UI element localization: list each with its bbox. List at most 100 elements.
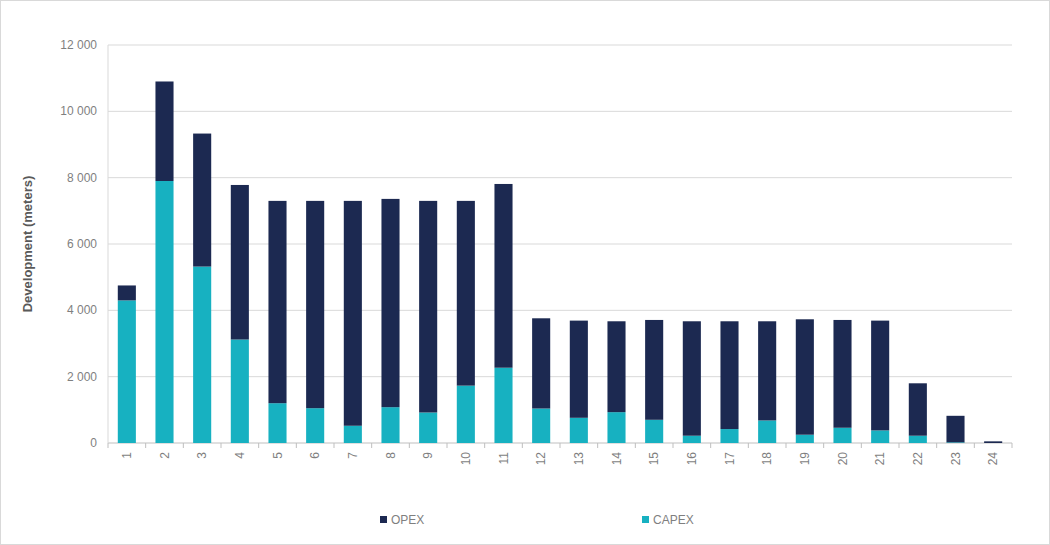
x-tick-label: 14: [610, 452, 624, 466]
y-tick-label: 10 000: [60, 104, 97, 118]
legend: OPEX CAPEX: [380, 513, 694, 527]
x-tick-label: 21: [873, 452, 887, 466]
x-tick: [560, 443, 561, 448]
bar-segment: [532, 318, 550, 408]
x-tick: [145, 443, 146, 448]
y-tick-label: 6 000: [67, 237, 97, 251]
y-tick-label: 0: [90, 436, 97, 450]
chart-border: [1, 1, 1050, 545]
bar-segment: [720, 429, 738, 443]
bar-segment: [607, 321, 625, 412]
x-tick: [861, 443, 862, 448]
bar-segment: [306, 408, 324, 443]
x-tick: [748, 443, 749, 448]
y-tick-label: 12 000: [60, 38, 97, 52]
grid-line: [108, 45, 1012, 46]
bar-segment: [193, 134, 211, 267]
bar-segment: [118, 300, 136, 443]
x-tick-label: 15: [647, 452, 661, 466]
bar-segment: [532, 409, 550, 443]
bar-segment: [193, 267, 211, 443]
y-tick-label: 2 000: [67, 370, 97, 384]
x-tick: [183, 443, 184, 448]
bar-segment: [494, 368, 512, 443]
x-tick-label: 3: [195, 452, 209, 459]
x-axis: 123456789101112131415161718192021222324: [108, 443, 1012, 465]
x-tick-label: 1: [120, 452, 134, 459]
bar-segment: [909, 383, 927, 435]
x-tick: [371, 443, 372, 448]
x-tick: [447, 443, 448, 448]
bar-segment: [758, 321, 776, 420]
x-tick: [899, 443, 900, 448]
x-tick: [522, 443, 523, 448]
x-tick: [108, 443, 109, 448]
bar-segment: [796, 435, 814, 443]
x-tick: [936, 443, 937, 448]
x-tick: [635, 443, 636, 448]
x-tick: [221, 443, 222, 448]
x-tick-label: 18: [760, 452, 774, 466]
x-tick-label: 10: [459, 452, 473, 466]
bar-segment: [231, 340, 249, 443]
x-tick-label: 8: [384, 452, 398, 459]
x-tick: [673, 443, 674, 448]
x-tick: [710, 443, 711, 448]
x-tick-label: 7: [346, 452, 360, 459]
chart-container: 02 0004 0006 0008 00010 00012 0001234567…: [0, 0, 1050, 545]
bar-segment: [155, 81, 173, 181]
x-tick: [1012, 443, 1013, 448]
chart-svg: 02 0004 0006 0008 00010 00012 0001234567…: [0, 0, 1050, 545]
bar-segment: [833, 320, 851, 428]
grid-line: [108, 111, 1012, 112]
x-tick-label: 22: [911, 452, 925, 466]
bar-segment: [268, 201, 286, 403]
bar-segment: [494, 184, 512, 368]
x-tick-label: 24: [986, 452, 1000, 466]
bar-segment: [645, 420, 663, 443]
x-tick-label: 6: [308, 452, 322, 459]
bar-segment: [645, 320, 663, 420]
bar-segment: [381, 199, 399, 407]
x-tick-label: 17: [723, 452, 737, 466]
y-tick-labels: 02 0004 0006 0008 00010 00012 000: [60, 38, 97, 450]
bar-segment: [457, 386, 475, 443]
x-tick-label: 23: [949, 452, 963, 466]
bar-segment: [419, 201, 437, 413]
bar-segment: [871, 321, 889, 431]
bar-segment: [607, 412, 625, 443]
bar-segment: [268, 403, 286, 443]
bar-segment: [683, 436, 701, 443]
bar-segment: [570, 321, 588, 418]
legend-swatch: [642, 516, 649, 523]
bar-segment: [457, 201, 475, 386]
x-tick: [409, 443, 410, 448]
x-tick-label: 5: [271, 452, 285, 459]
x-tick-label: 12: [534, 452, 548, 466]
grid: [108, 45, 1012, 443]
y-axis-title: Development (meters): [20, 176, 35, 313]
grid-line: [108, 177, 1012, 178]
bars: [118, 81, 1002, 443]
bar-segment: [758, 420, 776, 443]
bar-segment: [720, 321, 738, 429]
bar-segment: [683, 321, 701, 435]
x-tick-label: 4: [233, 452, 247, 459]
x-tick-label: 16: [685, 452, 699, 466]
bar-segment: [306, 201, 324, 408]
bar-segment: [231, 185, 249, 340]
x-tick: [334, 443, 335, 448]
x-tick-label: 9: [421, 452, 435, 459]
bar-segment: [796, 319, 814, 434]
x-tick: [258, 443, 259, 448]
bar-segment: [984, 441, 1002, 443]
x-tick: [974, 443, 975, 448]
bar-segment: [344, 426, 362, 443]
legend-swatch: [380, 516, 387, 523]
y-tick-label: 4 000: [67, 303, 97, 317]
legend-label: CAPEX: [653, 513, 694, 527]
bar-segment: [871, 430, 889, 443]
x-tick: [597, 443, 598, 448]
legend-label: OPEX: [391, 513, 424, 527]
bar-segment: [909, 436, 927, 443]
